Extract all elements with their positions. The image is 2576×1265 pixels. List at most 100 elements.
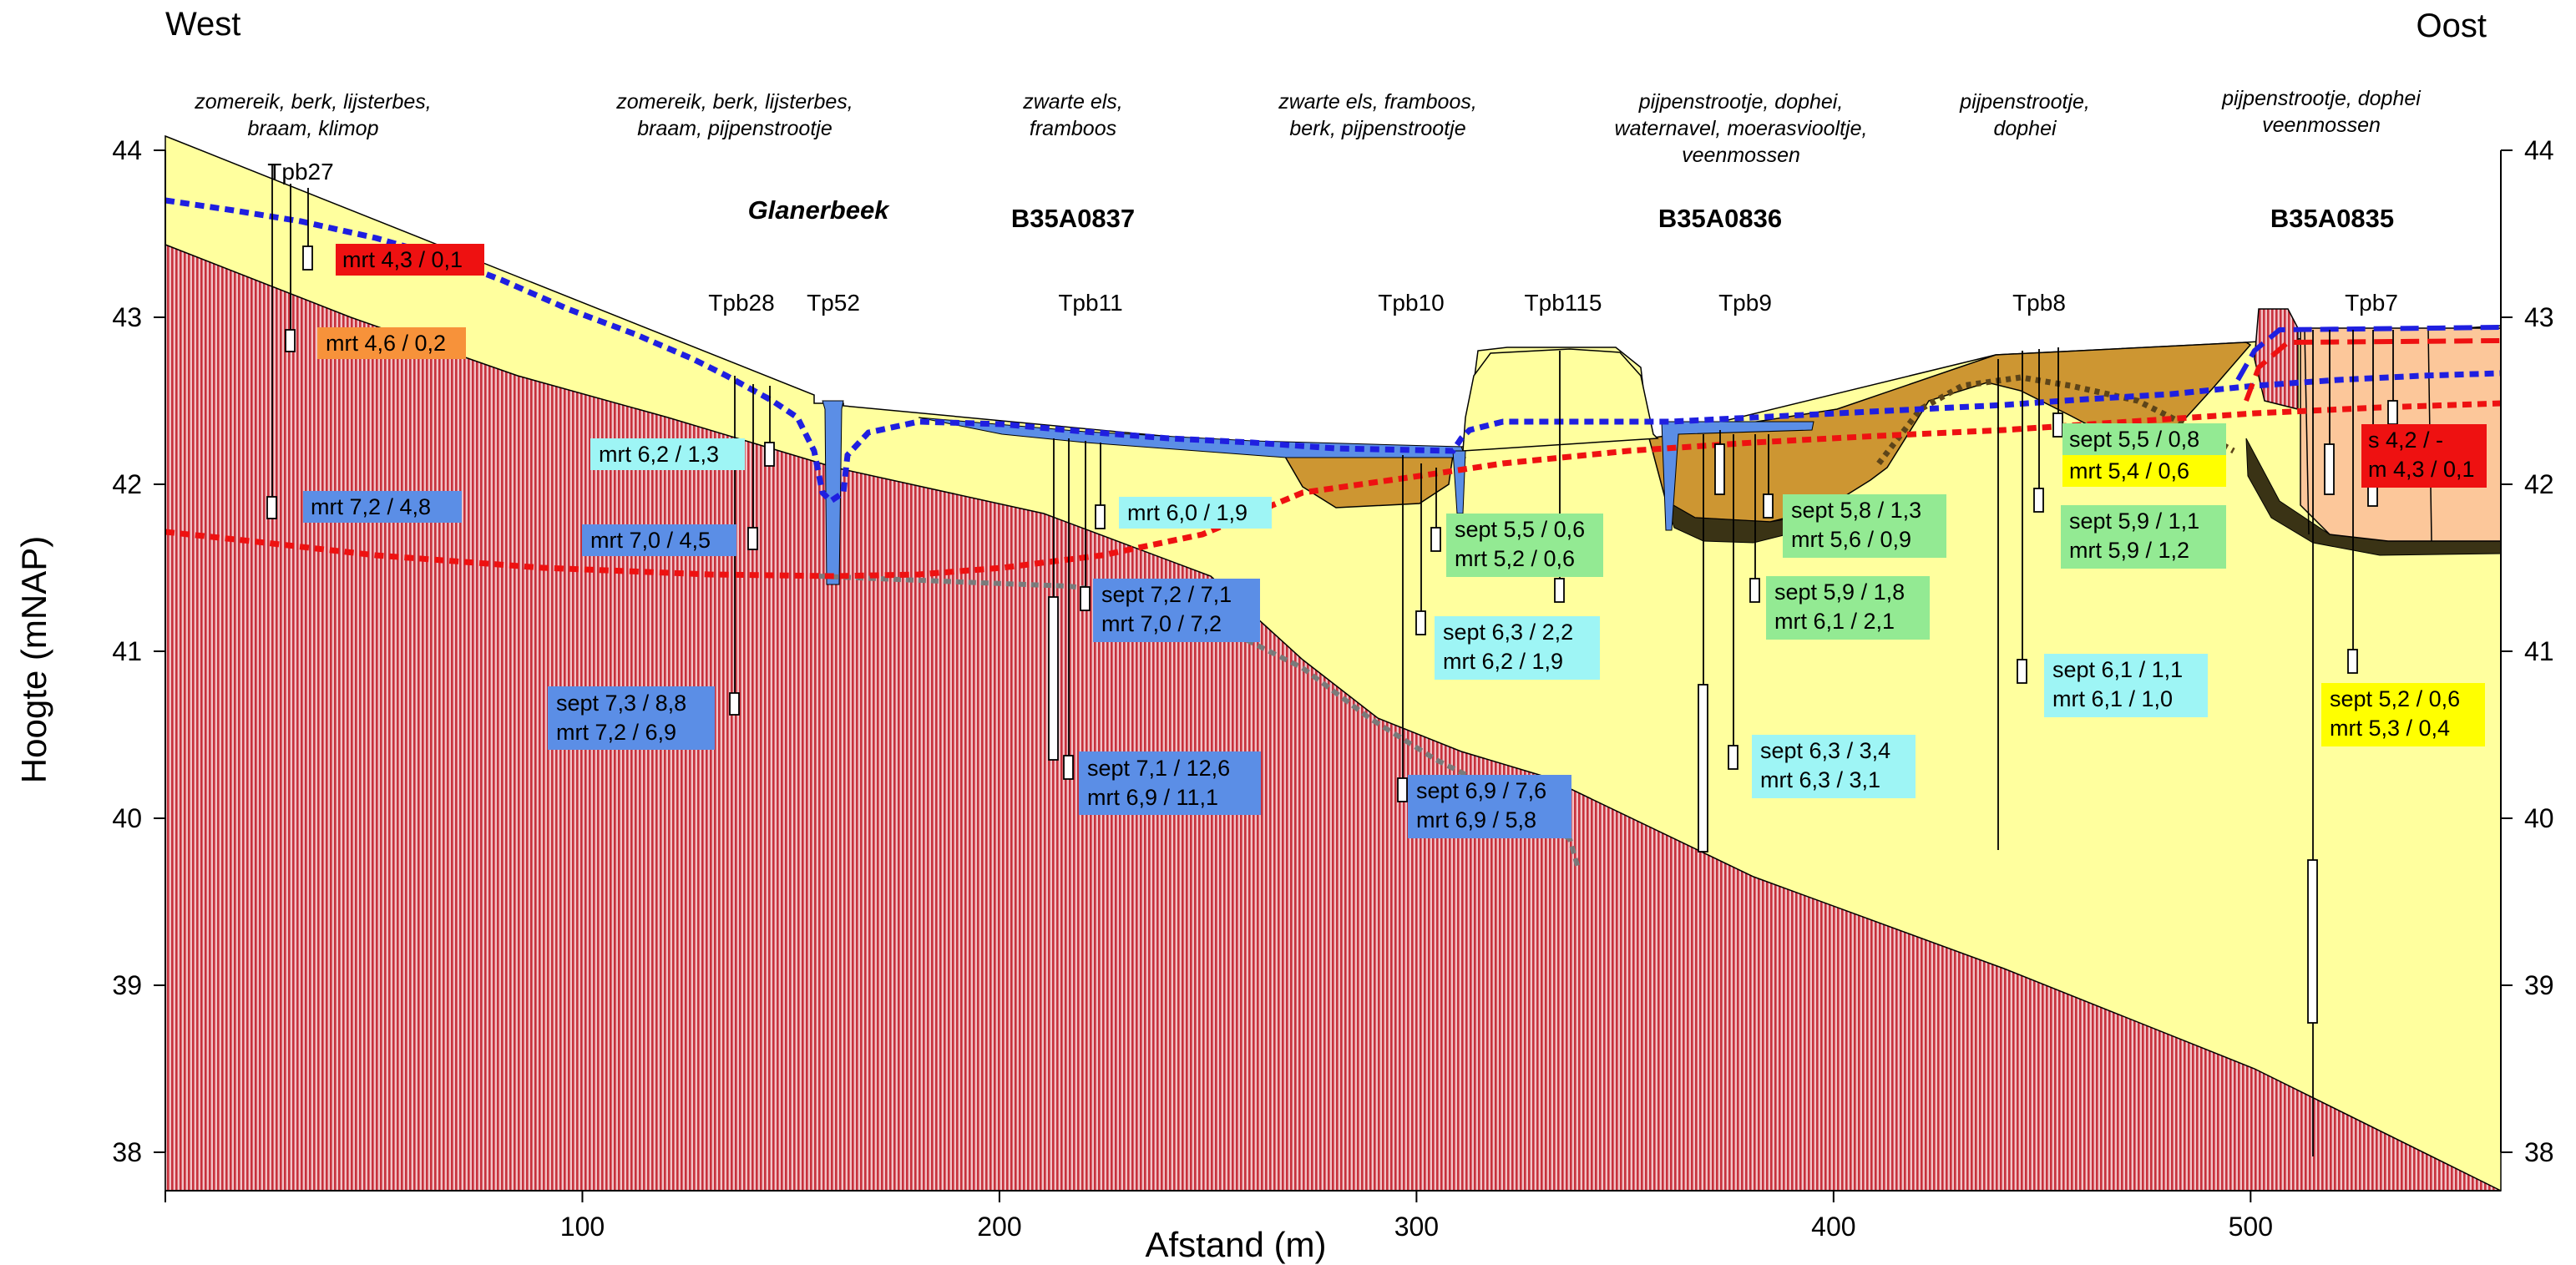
well-name-tpb7: Tpb7	[2345, 290, 2398, 316]
winter-groundwater-line-east	[2235, 325, 2502, 382]
peat-ridge-dotted	[1876, 374, 2235, 466]
measurement-label: mrt 7,2 / 4,8	[303, 491, 462, 523]
vegetation-label-6: pijpenstrootje, dophei	[1959, 90, 2090, 140]
svg-text:mrt 7,2 / 4,8: mrt 7,2 / 4,8	[311, 494, 431, 519]
y-tick-label: 44	[112, 135, 142, 165]
x-axis-label: Afstand (m)	[1145, 1225, 1326, 1264]
well-name-tpb27: Tpb27	[267, 159, 333, 185]
svg-text:s 4,2 / -m 4,3 / 0,1: s 4,2 / -m 4,3 / 0,1	[2368, 428, 2475, 482]
svg-text:mrt 5,4 / 0,6: mrt 5,4 / 0,6	[2069, 458, 2189, 483]
svg-text:mrt 4,6 / 0,2: mrt 4,6 / 0,2	[326, 331, 446, 356]
y-axis-label: Hoogte (mNAP)	[14, 536, 53, 783]
ditch-glanerbeek	[822, 400, 844, 585]
y-tick-label: 40	[112, 803, 142, 833]
measurement-label: sept 6,9 / 7,6 mrt 6,9 / 5,8	[1408, 775, 1571, 838]
peat-layer-east	[1648, 342, 2252, 523]
axes: 100 200 300 400 500 38 38 39 39 40 40 41 41 42 42 43 43…	[14, 135, 2554, 1264]
borehole-b35a0836: B35A0836	[1658, 204, 1782, 233]
well-name-tpb9: Tpb9	[1718, 290, 1772, 316]
vegetation-label-3: zwarte els, framboos	[1022, 90, 1122, 140]
east-label: Oost	[2417, 8, 2487, 44]
x-ticks: 100 200 300 400 500	[164, 1191, 2273, 1242]
svg-text:mrt 6,0 / 1,9: mrt 6,0 / 1,9	[1127, 500, 1248, 525]
clay-layer	[164, 243, 2502, 1192]
measurement-label: sept 6,3 / 2,2 mrt 6,2 / 1,9	[1435, 616, 1600, 680]
y-tick-label: 38	[2524, 1137, 2554, 1167]
measurement-label: sept 7,1 / 12,6 mrt 6,9 / 11,1	[1079, 751, 1261, 815]
measurement-label: mrt 5,4 / 0,6	[2062, 455, 2226, 487]
well-name-tpb8: Tpb8	[2012, 290, 2066, 316]
x-tick-label: 200	[977, 1212, 1021, 1242]
measurement-label: sept 5,9 / 1,1 mrt 5,9 / 1,2	[2061, 505, 2226, 569]
measurement-labels: mrt 4,3 / 0,1 mrt 4,6 / 0,2 mrt 6,2 / 1,…	[303, 244, 2487, 838]
well-names: Tpb27 Tpb28 Tp52 Tpb11 Tpb10 Tpb115 Tpb9…	[267, 159, 2398, 316]
svg-text:sept 5,5 / 0,8: sept 5,5 / 0,8	[2069, 427, 2199, 452]
vegetation-label-7: pijpenstrootje, dophei veenmossen	[2221, 87, 2422, 137]
measurement-label: sept 7,2 / 7,1 mrt 7,0 / 7,2	[1093, 579, 1260, 642]
vegetation-label-2: zomereik, berk, lijsterbes, braam, pijpen…	[615, 90, 853, 140]
measurement-label: mrt 4,6 / 0,2	[317, 327, 466, 359]
vegetation-label-5: pijpenstrootje, dophei, waternavel, moera…	[1615, 90, 1868, 167]
well-name-tp52: Tp52	[807, 290, 860, 316]
svg-text:mrt 4,3 / 0,1: mrt 4,3 / 0,1	[342, 247, 463, 272]
svg-text:mrt 7,0 / 4,5: mrt 7,0 / 4,5	[590, 528, 711, 553]
y-tick-label: 41	[2524, 636, 2554, 666]
measurement-label: mrt 4,3 / 0,1	[336, 244, 484, 276]
winter-groundwater-line	[164, 197, 2502, 505]
x-tick-label: 100	[560, 1212, 605, 1242]
well-name-tpb10: Tpb10	[1378, 290, 1444, 316]
y-tick-label: 41	[112, 636, 142, 666]
x-tick-label: 500	[2229, 1212, 2273, 1242]
measurement-label: s 4,2 / -m 4,3 / 0,1	[2361, 424, 2487, 488]
borehole-b35a0835: B35A0835	[2270, 204, 2394, 233]
y-tick-label: 42	[2524, 469, 2554, 499]
well-name-tpb28: Tpb28	[708, 290, 774, 316]
vegetation-labels: zomereik, berk, lijsterbes, braam, klimop…	[194, 87, 2422, 167]
summer-groundwater-line-east	[2244, 338, 2502, 402]
well-pipes	[266, 165, 2398, 1156]
borehole-b35a0837: B35A0837	[1011, 204, 1135, 233]
measurement-label: sept 6,1 / 1,1 mrt 6,1 / 1,0	[2044, 654, 2208, 717]
well-name-tpb115: Tpb115	[1525, 290, 1602, 316]
y-tick-label: 39	[112, 970, 142, 1000]
fen-divider-1	[2304, 329, 2310, 535]
vegetation-label-1: zomereik, berk, lijsterbes, braam, klimop	[194, 90, 431, 140]
measurement-label: mrt 7,0 / 4,5	[582, 524, 736, 556]
water-surface-east	[1661, 421, 1814, 531]
well-name-tpb11: Tpb11	[1058, 290, 1122, 316]
measurement-label: sept 6,3 / 3,4 mrt 6,3 / 3,1	[1752, 735, 1916, 798]
measurement-label: sept 5,5 / 0,6 mrt 5,2 / 0,6	[1446, 514, 1603, 577]
y-tick-label: 44	[2524, 135, 2554, 165]
measurement-label: sept 7,3 / 8,8 mrt 7,2 / 6,9	[548, 686, 715, 750]
measurement-label: mrt 6,0 / 1,9	[1119, 497, 1272, 529]
measurement-label: sept 5,5 / 0,8	[2062, 423, 2226, 455]
measurement-label: mrt 6,2 / 1,3	[590, 438, 745, 470]
x-tick-label: 300	[1394, 1212, 1439, 1242]
y-tick-label: 43	[112, 302, 142, 332]
y-tick-label: 42	[112, 469, 142, 499]
west-label: West	[165, 6, 240, 43]
vegetation-label-4: zwarte els, framboos, berk, pijpenstrootj…	[1278, 90, 1477, 140]
measurement-label: sept 5,8 / 1,3 mrt 5,6 / 0,9	[1783, 494, 1946, 558]
y-tick-label: 40	[2524, 803, 2554, 833]
measurement-label: sept 5,2 / 0,6 mrt 5,3 / 0,4	[2321, 683, 2485, 746]
svg-text:mrt 6,2 / 1,3: mrt 6,2 / 1,3	[599, 442, 719, 467]
y-ticks: 38 38 39 39 40 40 41 41 42 42 43 43 44 44	[112, 135, 2553, 1167]
y-tick-label: 43	[2524, 302, 2554, 332]
y-tick-label: 38	[112, 1137, 142, 1167]
measurement-label: sept 5,9 / 1,8 mrt 6,1 / 2,1	[1766, 576, 1930, 640]
x-tick-label: 400	[1811, 1212, 1855, 1242]
